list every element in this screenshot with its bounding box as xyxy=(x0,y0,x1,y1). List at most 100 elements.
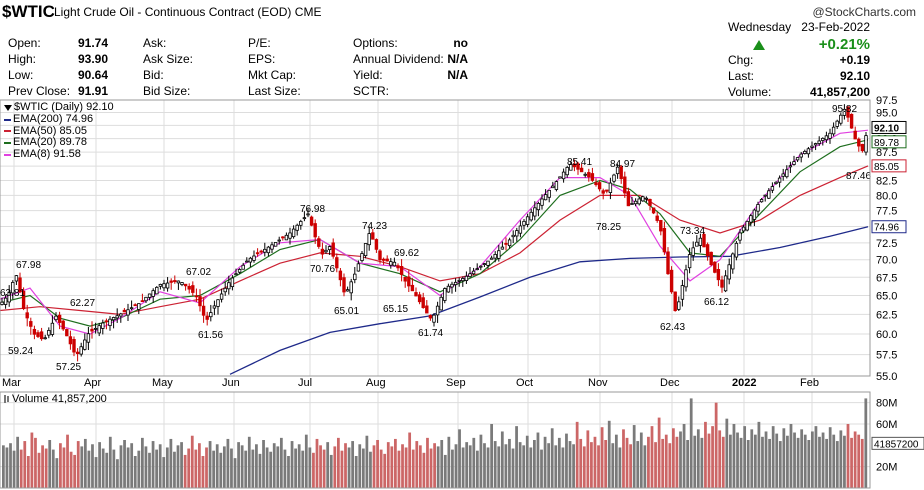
candle-body xyxy=(140,300,145,303)
candle-body xyxy=(680,285,685,300)
volume-bar xyxy=(279,437,283,488)
candle-body xyxy=(849,113,854,129)
y-tick-label: 95.0 xyxy=(876,108,897,120)
candle-body xyxy=(623,176,627,194)
volume-bar xyxy=(347,447,351,488)
candle-body xyxy=(356,263,361,272)
candle-body xyxy=(252,255,256,261)
volume-bar xyxy=(94,457,98,488)
x-tick-label: Aug xyxy=(366,377,386,389)
swing-label: 62.27 xyxy=(70,298,95,309)
volume-bar xyxy=(73,454,77,488)
candle-body xyxy=(813,143,818,146)
candle-body xyxy=(597,182,602,190)
candle-body xyxy=(176,280,181,284)
swing-label: 67.02 xyxy=(186,267,211,278)
volume-bar xyxy=(800,429,804,488)
candle-body xyxy=(536,202,541,211)
volume-bar xyxy=(433,443,436,488)
candles xyxy=(0,104,868,362)
quote-label: Low: xyxy=(8,68,34,82)
swing-label: 76.98 xyxy=(300,204,325,215)
volume-bar xyxy=(443,454,447,488)
ema-line xyxy=(0,129,869,335)
volume-bar xyxy=(190,435,194,488)
copyright-text[interactable]: @StockCharts.com xyxy=(812,5,916,19)
candle-body xyxy=(389,261,393,266)
swing-label: 67.98 xyxy=(16,260,41,271)
volume-bar xyxy=(860,438,864,488)
volume-bar xyxy=(336,437,340,488)
candle-body xyxy=(187,285,191,290)
volume-bar xyxy=(746,440,750,488)
quote-table: Open: 91.74 Ask: P/E: Options: no High: 93.90 As… xyxy=(8,36,473,100)
candle-body xyxy=(288,232,292,239)
ema-line xyxy=(0,165,869,316)
candle-body xyxy=(0,301,4,305)
volume-bar xyxy=(729,434,732,488)
candle-body xyxy=(50,322,55,335)
volume-bar xyxy=(839,430,843,488)
legend-ema20: EMA(20) 89.78 xyxy=(4,137,114,149)
volume-bar xyxy=(807,440,811,488)
quote-label: Mkt Cap: xyxy=(248,68,297,82)
volume-bar xyxy=(547,443,551,488)
quote-label: Ask Size: xyxy=(143,52,194,66)
volume-bar xyxy=(12,450,16,488)
x-tick-label: Oct xyxy=(516,377,533,389)
volume-bar xyxy=(561,447,565,488)
volume-bar xyxy=(761,436,764,488)
candle-body xyxy=(385,258,389,262)
volume-bar xyxy=(2,445,5,488)
volume-bar xyxy=(554,445,558,488)
volume-bar xyxy=(707,433,711,488)
candle-body xyxy=(205,315,209,320)
volume-bar xyxy=(522,445,526,488)
volume-bar xyxy=(329,454,333,488)
x-tick-label: Mar xyxy=(2,377,21,389)
candle-body xyxy=(349,281,353,294)
volume-bar xyxy=(704,421,707,488)
candle-body xyxy=(327,246,332,251)
candle-body xyxy=(97,325,101,334)
candle-body xyxy=(320,248,325,255)
volume-bar xyxy=(711,426,714,488)
candle-body xyxy=(273,242,278,247)
legend-ema8-text: EMA(8) 91.58 xyxy=(13,148,81,161)
candle-body xyxy=(407,276,411,287)
price-tag: 74.96 xyxy=(874,223,899,234)
volume-bar xyxy=(148,452,151,488)
volume-bar xyxy=(536,432,540,488)
volume-bar xyxy=(686,440,690,488)
volume-bar xyxy=(205,447,208,488)
volume-bar xyxy=(319,445,322,488)
volume-label: Volume: xyxy=(728,85,772,99)
candle-body xyxy=(605,189,609,192)
volume-bar xyxy=(183,454,187,488)
swing-labels: 63.81 67.98 59.24 62.27 57.25 67.02 61.56 76.98… xyxy=(0,104,871,373)
x-tick-label: Feb xyxy=(800,377,819,389)
price-tag-box xyxy=(871,220,907,234)
volume-bar xyxy=(857,434,861,488)
volume-value: 41,857,200 xyxy=(809,85,870,99)
volume-bar xyxy=(176,445,180,488)
candle-body xyxy=(486,260,490,266)
candle-body xyxy=(731,253,735,270)
candle-body xyxy=(842,108,847,116)
volume-bar xyxy=(404,447,408,488)
volume-bar xyxy=(650,426,654,488)
volume-bar xyxy=(593,436,597,488)
candle-body xyxy=(547,189,551,198)
volume-bar xyxy=(543,436,547,488)
volume-bar xyxy=(283,449,287,488)
volume-bar xyxy=(112,449,116,488)
candle-body xyxy=(90,328,94,332)
volume-bar xyxy=(5,447,9,488)
volume-bar xyxy=(294,448,297,488)
candle-body xyxy=(666,251,670,275)
volume-bar xyxy=(614,434,618,488)
swing-label: 85.41 xyxy=(567,157,592,168)
candle-body xyxy=(543,194,548,201)
volume-bar xyxy=(258,453,262,488)
candle-body xyxy=(54,315,58,321)
